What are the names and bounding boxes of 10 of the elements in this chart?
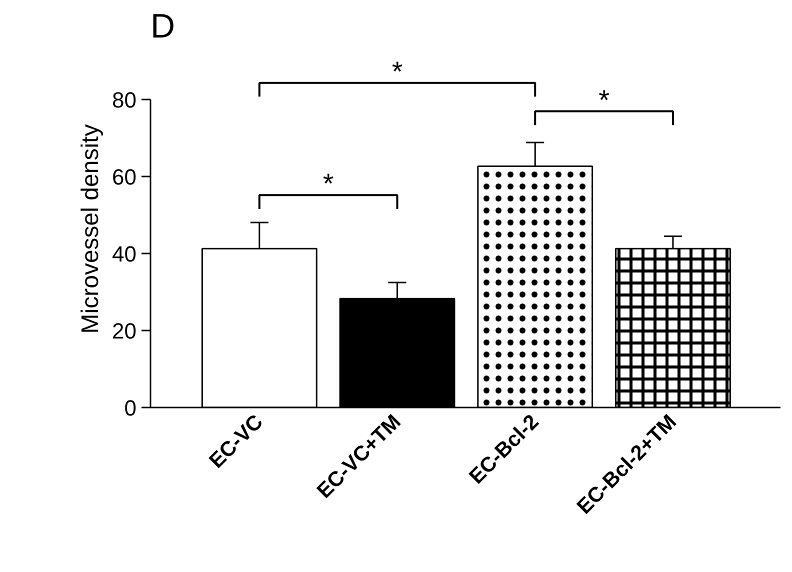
annotation: * bbox=[322, 168, 334, 200]
y-tick-label: 20 bbox=[112, 318, 137, 344]
annotation: * bbox=[598, 84, 610, 116]
y-tick-label: 40 bbox=[112, 242, 137, 267]
y-tick-label: 80 bbox=[112, 88, 137, 113]
y-axis-title: Microvessel density bbox=[77, 124, 104, 334]
y-tick-label: 60 bbox=[112, 164, 137, 190]
y-tick-label: 0 bbox=[124, 396, 137, 420]
chart-title: D bbox=[150, 8, 176, 46]
text: * bbox=[392, 56, 403, 87]
